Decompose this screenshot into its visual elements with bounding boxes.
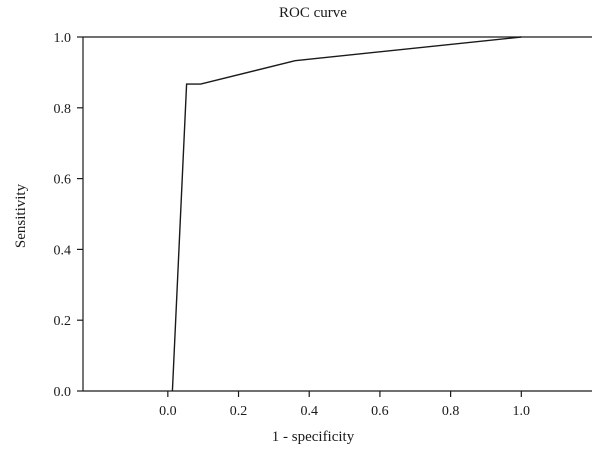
roc-curve-line [171, 36, 522, 392]
y-tick-label: 0.2 [54, 314, 72, 329]
x-tick-label: 0.0 [159, 404, 177, 419]
chart-title: ROC curve [279, 5, 347, 21]
y-tick-label: 0.4 [54, 243, 72, 258]
x-ticks: 0.0 0.2 0.4 0.6 0.8 1.0 [159, 391, 530, 419]
x-tick-label: 1.0 [513, 404, 531, 419]
x-tick-label: 0.4 [300, 404, 318, 419]
x-tick-label: 0.2 [230, 404, 248, 419]
x-tick-label: 0.6 [371, 404, 389, 419]
y-tick-label: 0.6 [54, 173, 72, 188]
y-tick-label: 1.0 [54, 31, 72, 46]
y-tick-label: 0.8 [54, 102, 72, 117]
x-axis-label: 1 - specificity [272, 429, 355, 445]
y-tick-label: 0.0 [54, 385, 72, 400]
y-ticks: 0.0 0.2 0.4 0.6 0.8 1.0 [54, 31, 83, 400]
x-tick-label: 0.8 [442, 404, 460, 419]
y-axis-label: Sensitivity [13, 183, 29, 248]
